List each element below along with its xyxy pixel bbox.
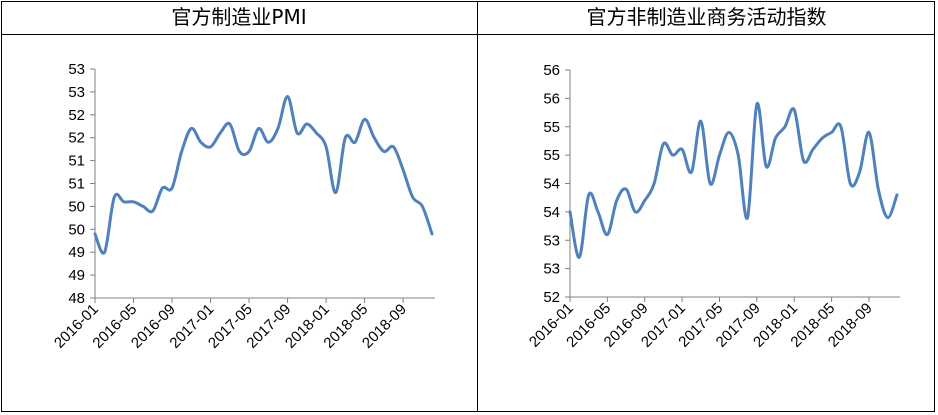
left-y-tick-label: 52 xyxy=(68,107,85,124)
right-chart-title: 官方非制造业商务活动指数 xyxy=(586,5,827,29)
left-y-tick-label: 49 xyxy=(68,267,85,284)
left-y-tick-label: 51 xyxy=(68,153,85,170)
right-y-tick-label: 52 xyxy=(543,289,560,306)
right-y-tick-label: 54 xyxy=(543,176,560,193)
left-y-tick-label: 53 xyxy=(68,61,85,78)
left-series-line xyxy=(93,94,434,255)
left-y-tick-label: 50 xyxy=(68,198,85,215)
left-y-tick-label: 52 xyxy=(68,130,85,147)
left-y-tick-label: 53 xyxy=(68,84,85,101)
left-chart-title: 官方制造业PMI xyxy=(171,5,307,29)
left-y-tick-label: 50 xyxy=(68,221,85,238)
right-y-tick-label: 54 xyxy=(543,204,560,221)
right-y-tick-label: 53 xyxy=(543,261,560,278)
left-y-tick-label: 48 xyxy=(68,290,85,307)
left-y-tick-label: 51 xyxy=(68,176,85,193)
panel-divider xyxy=(477,1,478,412)
right-y-tick-label: 53 xyxy=(543,232,560,249)
right-y-tick-label: 55 xyxy=(543,147,560,164)
left-y-tick-label: 49 xyxy=(68,244,85,261)
right-y-tick-label: 56 xyxy=(543,62,560,79)
right-series-line xyxy=(568,102,899,259)
right-y-tick-label: 56 xyxy=(543,90,560,107)
left-title-row xyxy=(1,1,477,35)
right-title-row xyxy=(478,1,935,35)
right-y-tick-label: 55 xyxy=(543,119,560,136)
